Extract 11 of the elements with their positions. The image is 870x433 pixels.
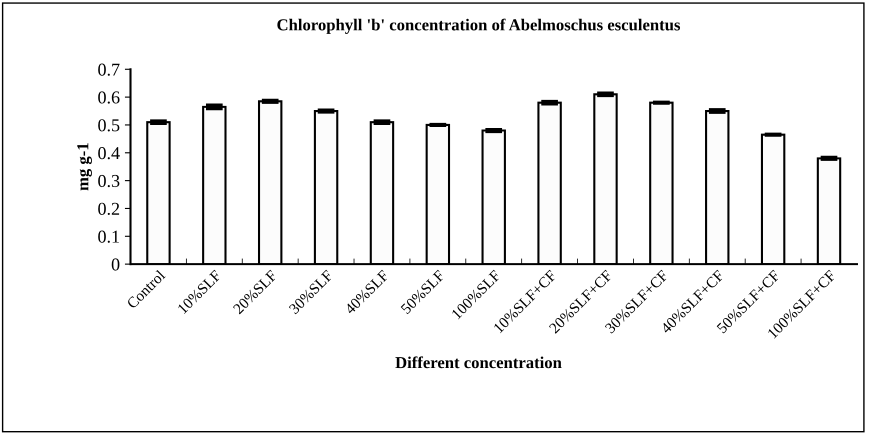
y-tick-label: 0.5 [98,119,120,132]
x-axis-title: Different concentration [395,356,562,368]
y-tick-label: 0.4 [98,147,120,160]
chart-title: Chlorophyll 'b' concentration of Abelmoschus esculentus [277,18,680,34]
y-tick-label: 0.6 [98,91,120,104]
y-axis-title: mg g-1 [77,143,92,191]
y-tick-label: 0.3 [98,174,120,188]
y-tick-label: 0 [112,258,120,271]
y-tick-label: 0.7 [98,64,120,76]
y-tick-label: 0.1 [98,230,119,243]
y-tick-label: 0.2 [98,202,120,215]
